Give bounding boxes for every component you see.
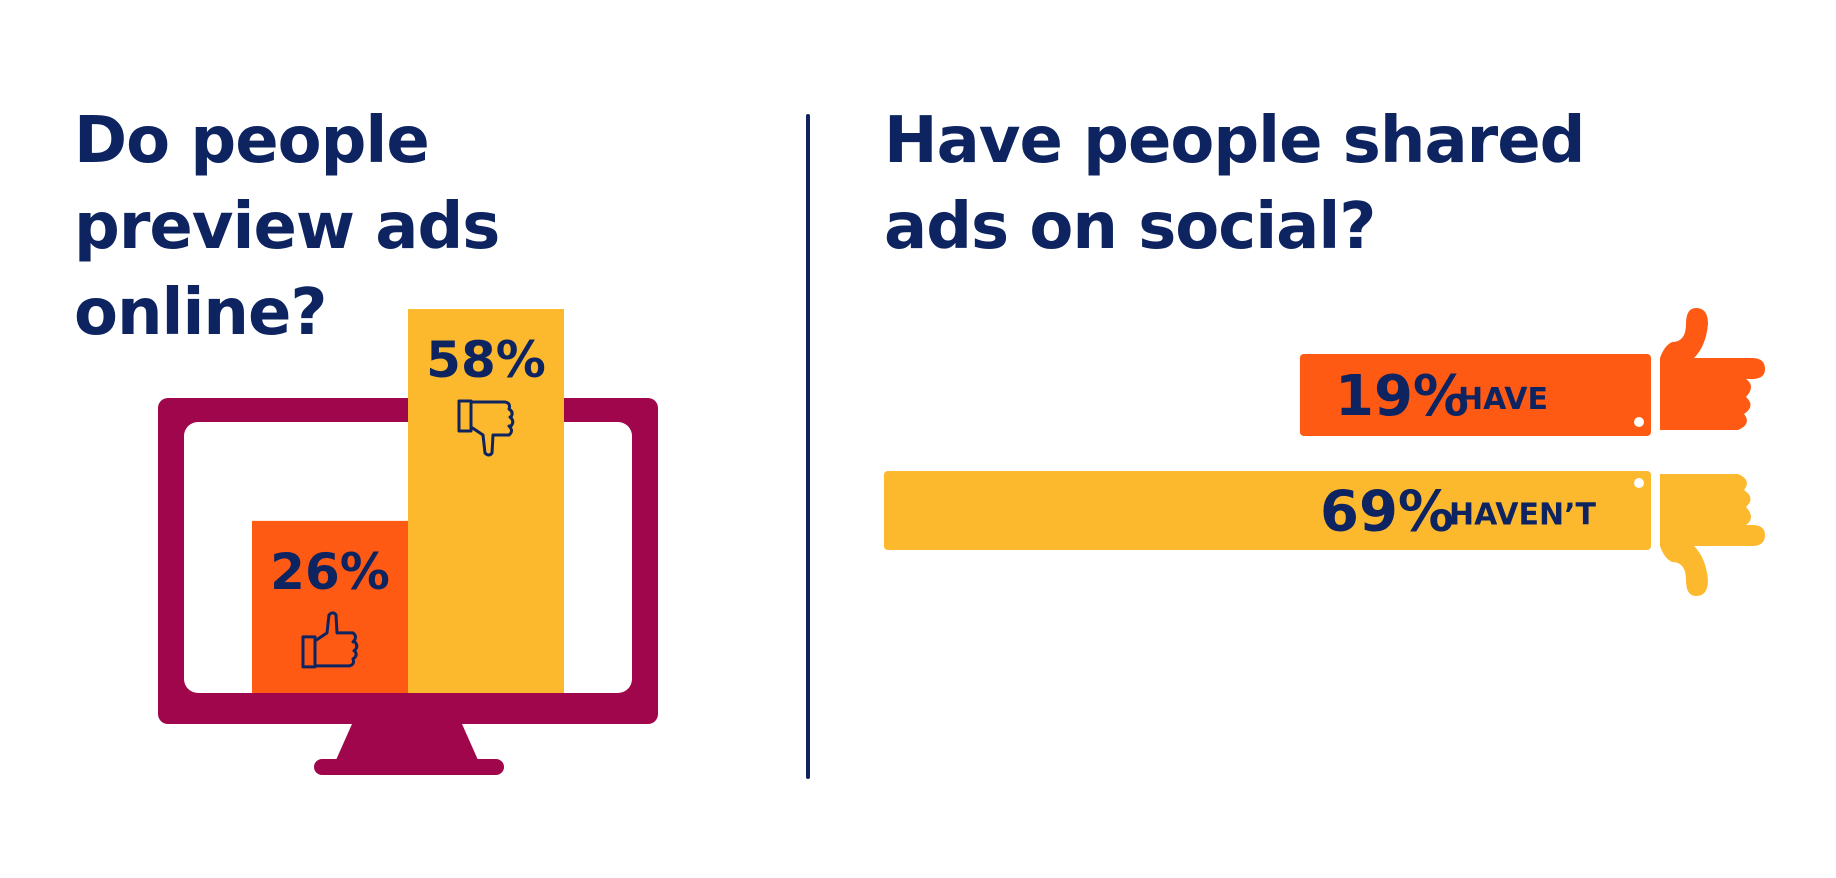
- thumbs-up-icon-hand: [313, 611, 359, 668]
- category-label: HAVEN’T: [1449, 498, 1597, 533]
- data-label: 58%: [426, 331, 546, 389]
- thumbs-down-icon-hand: [469, 400, 515, 457]
- thumbs-up-icon: [301, 611, 359, 669]
- thumbs-down-icon: [1660, 474, 1765, 596]
- bar-HAVEN’T: [883, 471, 1651, 550]
- thumb: [1660, 308, 1708, 358]
- bar-yes: [252, 520, 408, 693]
- divider: [806, 114, 810, 779]
- thumb: [1660, 546, 1708, 596]
- cuff-button: [1634, 417, 1644, 427]
- cuff-button: [1634, 478, 1644, 488]
- fist: [1660, 474, 1765, 546]
- thumbs-down-icon: [457, 399, 515, 457]
- data-label: 69%: [1320, 480, 1454, 545]
- bar-HAVE: [1299, 354, 1651, 436]
- category-label: HAVE: [1458, 382, 1548, 417]
- data-label: 26%: [270, 543, 390, 601]
- bar-no: [408, 309, 564, 693]
- thumbs-up-icon: [1660, 308, 1765, 430]
- data-label: 19%: [1335, 364, 1469, 429]
- fist: [1660, 358, 1765, 430]
- right-chart-title: Have people shared ads on social?: [884, 104, 1585, 264]
- left-chart-title: Do people preview ads online?: [74, 104, 500, 350]
